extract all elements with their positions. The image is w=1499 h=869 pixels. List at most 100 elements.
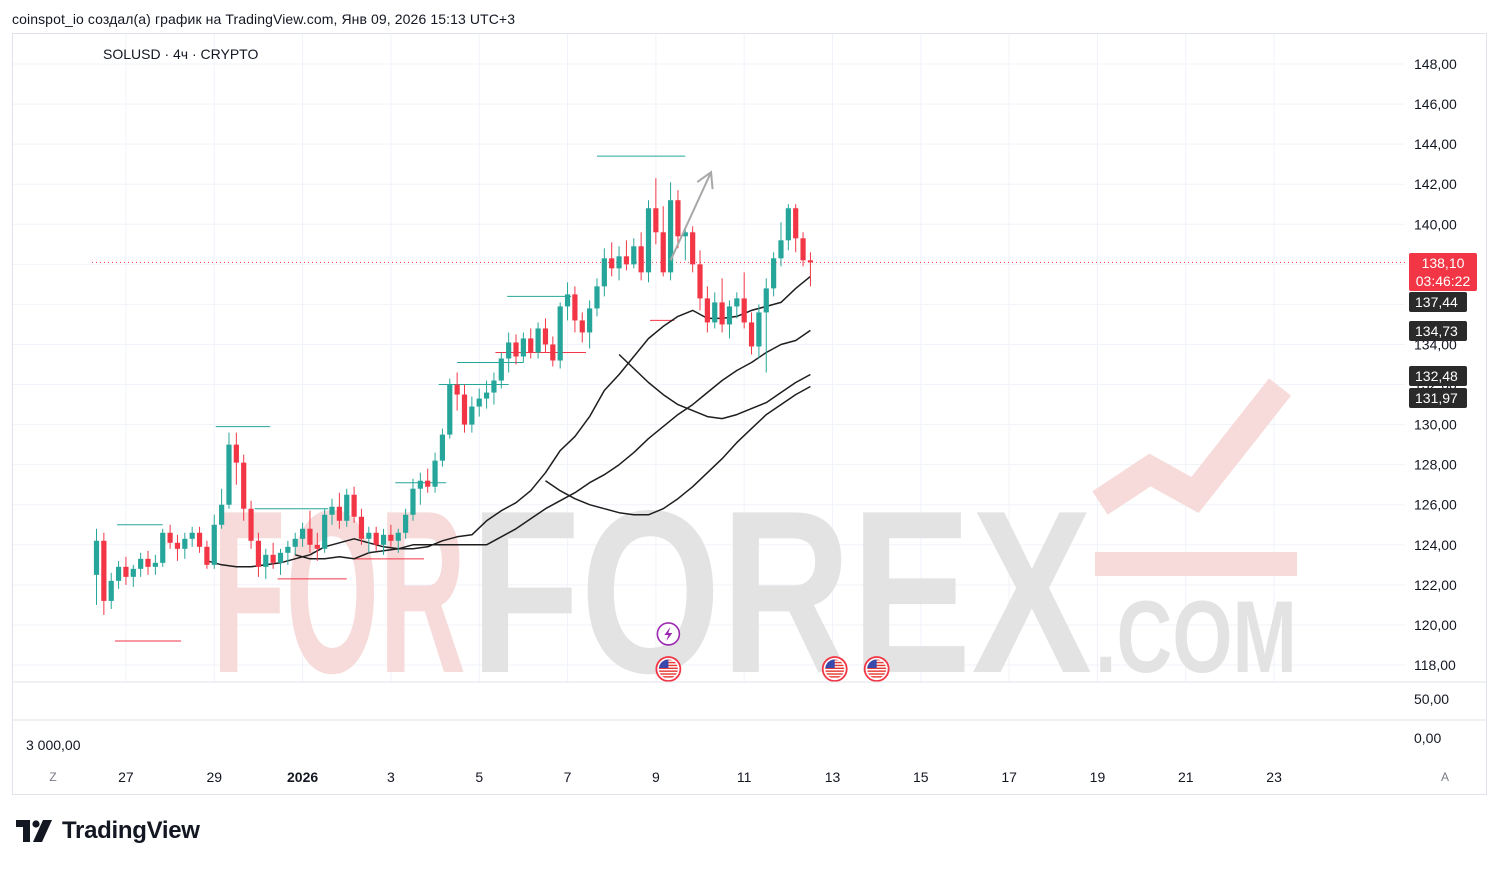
candle[interactable] — [763, 278, 769, 373]
candle[interactable] — [587, 300, 593, 349]
candle[interactable] — [123, 556, 129, 585]
candle[interactable] — [167, 524, 173, 549]
candle[interactable] — [690, 226, 696, 273]
candle[interactable] — [322, 508, 328, 553]
candle[interactable] — [476, 388, 482, 417]
candle[interactable] — [704, 286, 710, 333]
candle[interactable] — [506, 332, 512, 373]
candle[interactable] — [498, 352, 504, 389]
candle[interactable] — [366, 526, 372, 553]
candle[interactable] — [645, 200, 652, 283]
candle[interactable] — [285, 540, 291, 565]
price-axis[interactable]: 148,00146,00144,00142,00140,00138,00136,… — [1414, 56, 1457, 673]
candlesticks[interactable] — [93, 178, 814, 615]
candle[interactable] — [601, 248, 607, 297]
candle[interactable] — [189, 526, 195, 547]
candle[interactable] — [719, 278, 725, 333]
candle[interactable] — [425, 468, 431, 493]
candle[interactable] — [638, 232, 644, 281]
candle[interactable] — [564, 282, 571, 321]
us-flag-event-icon[interactable] — [863, 656, 890, 682]
candle[interactable] — [609, 242, 615, 277]
candle[interactable] — [682, 228, 688, 261]
candle[interactable] — [513, 334, 519, 365]
candle[interactable] — [388, 524, 394, 547]
candle[interactable] — [785, 204, 791, 251]
candle[interactable] — [145, 550, 151, 575]
candle[interactable] — [623, 240, 630, 271]
candle[interactable] — [211, 514, 217, 569]
lightning-event-icon[interactable] — [656, 622, 681, 646]
candle[interactable] — [241, 454, 247, 521]
candle[interactable] — [675, 190, 681, 249]
candle[interactable] — [174, 534, 181, 561]
candle[interactable] — [697, 250, 703, 311]
candle[interactable] — [439, 428, 446, 467]
candle[interactable] — [196, 526, 203, 553]
candle[interactable] — [358, 508, 365, 545]
candle[interactable] — [579, 312, 585, 343]
candle[interactable] — [748, 312, 755, 355]
candle[interactable] — [403, 508, 409, 539]
candle[interactable] — [115, 560, 122, 589]
candle[interactable] — [520, 332, 526, 363]
candle[interactable] — [226, 432, 232, 509]
candle[interactable] — [793, 204, 799, 253]
candle[interactable] — [660, 206, 666, 277]
candle[interactable] — [734, 292, 740, 319]
candle[interactable] — [395, 528, 401, 553]
candle[interactable] — [182, 532, 188, 559]
candle[interactable] — [292, 532, 298, 555]
candle[interactable] — [152, 554, 158, 575]
candle[interactable] — [447, 378, 453, 439]
candle[interactable] — [469, 396, 475, 433]
candle[interactable] — [572, 286, 578, 333]
candle[interactable] — [351, 486, 357, 523]
candle[interactable] — [373, 526, 379, 551]
candle[interactable] — [410, 478, 416, 521]
candle[interactable] — [667, 182, 674, 281]
auto-scale-left-button[interactable]: Z — [49, 770, 57, 784]
candle[interactable] — [255, 532, 262, 577]
symbol-legend[interactable]: SOLUSD · 4ч · CRYPTO — [103, 46, 259, 62]
us-flag-event-icon[interactable] — [655, 656, 682, 682]
candle[interactable] — [307, 510, 313, 553]
candle[interactable] — [204, 540, 210, 569]
candle[interactable] — [491, 372, 497, 405]
candle[interactable] — [138, 552, 144, 577]
candle[interactable] — [248, 500, 254, 549]
candle[interactable] — [594, 278, 600, 317]
time-axis[interactable]: 27 29 2026 3 5 7 9 11 13 15 17 19 21 23 — [118, 769, 1282, 785]
candle[interactable] — [454, 372, 460, 411]
candle[interactable] — [417, 472, 423, 505]
candle[interactable] — [270, 542, 276, 569]
candle[interactable] — [726, 300, 733, 339]
candle[interactable] — [344, 488, 350, 527]
candle[interactable] — [483, 380, 490, 409]
candle[interactable] — [329, 498, 335, 525]
candle[interactable] — [380, 528, 387, 555]
candle[interactable] — [263, 548, 269, 579]
candle[interactable] — [535, 322, 541, 359]
candle[interactable] — [741, 272, 747, 329]
candle[interactable] — [631, 238, 637, 269]
candle[interactable] — [108, 572, 114, 609]
candle[interactable] — [314, 532, 320, 561]
candle[interactable] — [771, 252, 777, 297]
trend-arrow[interactable] — [669, 170, 714, 261]
candle[interactable] — [130, 564, 136, 587]
candle[interactable] — [336, 492, 342, 529]
event-markers[interactable] — [655, 622, 890, 682]
candle[interactable] — [800, 232, 806, 267]
tradingview-logo[interactable]: TradingView — [16, 817, 200, 845]
candle[interactable] — [712, 292, 718, 329]
candle[interactable] — [233, 432, 239, 485]
candle[interactable] — [550, 336, 556, 367]
candle[interactable] — [653, 178, 659, 245]
candle[interactable] — [93, 528, 100, 605]
candle[interactable] — [277, 548, 284, 575]
candle[interactable] — [432, 452, 438, 493]
candle[interactable] — [616, 246, 622, 281]
candle[interactable] — [542, 318, 549, 353]
